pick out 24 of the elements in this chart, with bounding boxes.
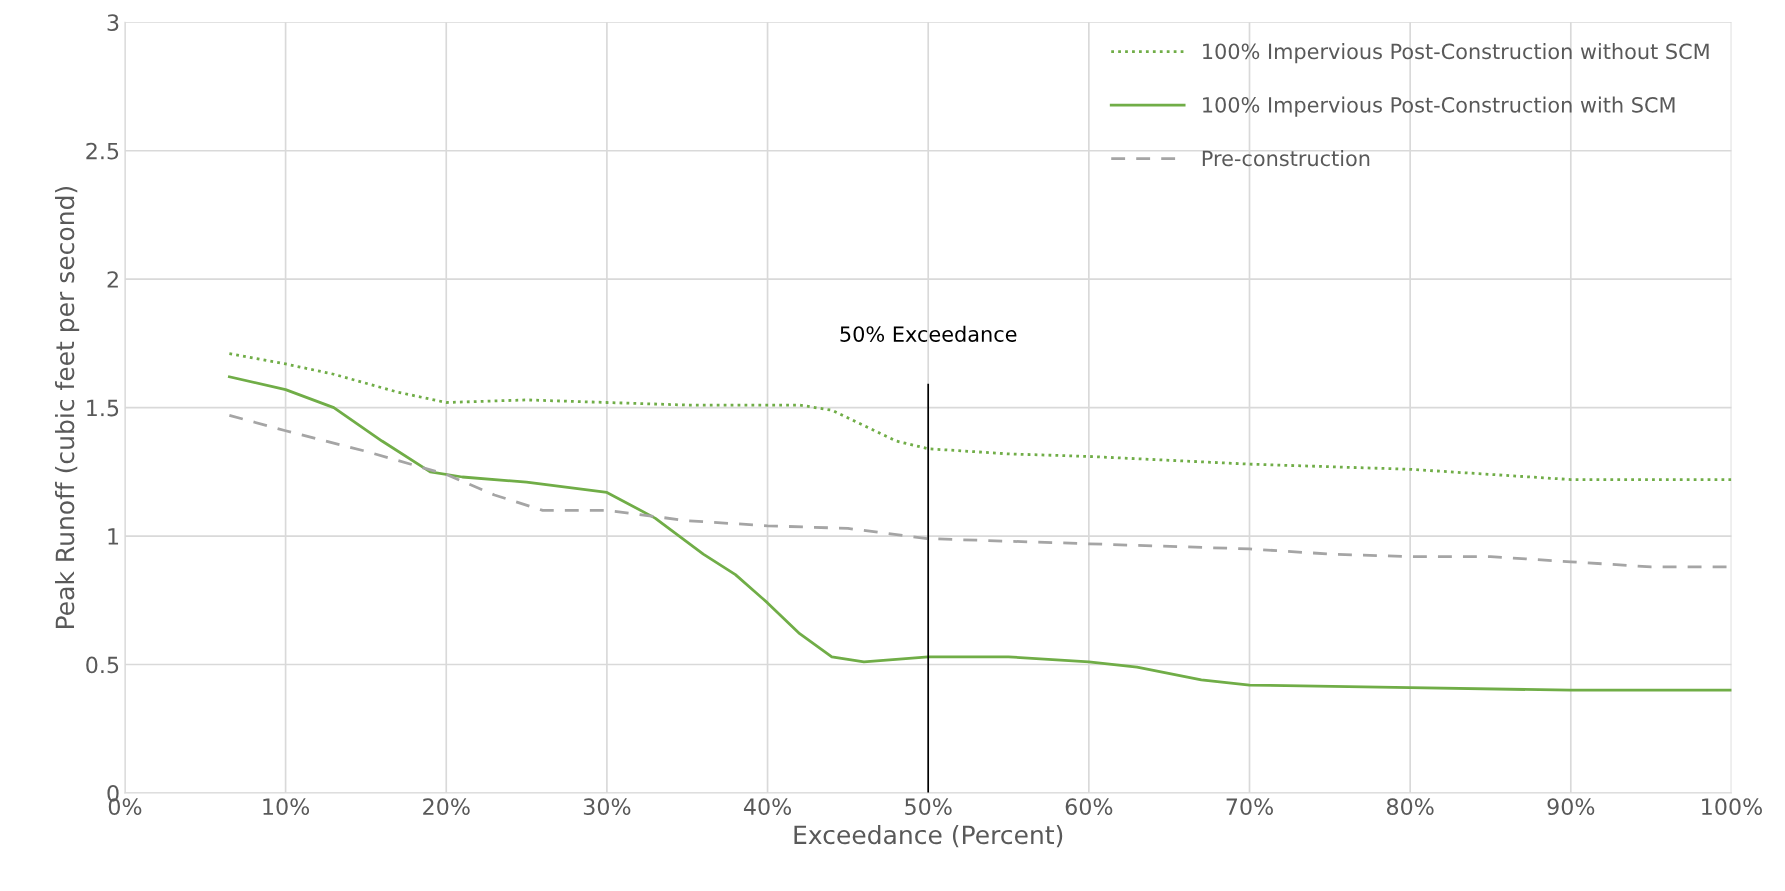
- line-series: [227, 375, 1732, 692]
- legend-label: Pre-construction: [1202, 150, 1370, 167]
- y-tick-label: 1: [108, 528, 119, 545]
- ref-line-label: 50% Exceedance: [840, 325, 1017, 342]
- legend-label: 100% Impervious Post-Construction without SCM: [1203, 43, 1709, 64]
- x-tick-label: 70%: [1226, 798, 1273, 816]
- x-axis-title: Exceedance (Percent): [794, 824, 1063, 848]
- y-tick-label: 0.5: [86, 656, 119, 674]
- x-tick-label: 10%: [263, 798, 310, 816]
- x-tick-label: 30%: [583, 798, 631, 816]
- legend-label: 100% Impervious Post-Construction with SCM: [1203, 96, 1675, 117]
- x-tick-label: 60%: [1065, 798, 1113, 816]
- y-tick-label: 2.5: [86, 142, 119, 160]
- x-tick-label: 80%: [1386, 798, 1434, 816]
- x-tick-label: 40%: [743, 798, 792, 816]
- line-series: [227, 352, 1732, 481]
- y-tick-label: 1.5: [87, 399, 119, 417]
- y-axis-title: Peak Runoff (cubic feet per second): [55, 186, 80, 628]
- x-tick-label: 90%: [1547, 798, 1595, 816]
- x-tick-label: 20%: [423, 798, 470, 816]
- x-tick-label: 50%: [905, 798, 952, 816]
- y-tick-label: 3: [107, 14, 119, 32]
- y-tick-label: 2: [107, 271, 118, 288]
- x-tick-label: 100%: [1702, 798, 1762, 816]
